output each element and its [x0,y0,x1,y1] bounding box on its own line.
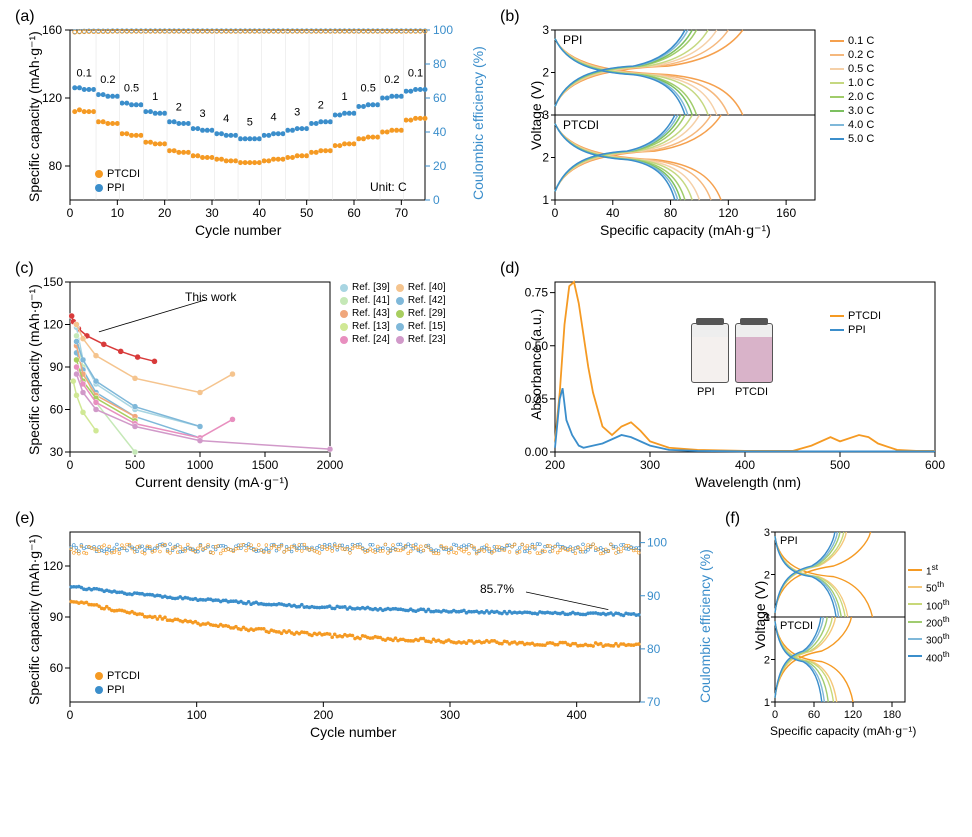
panel-f-xlabel: Specific capacity (mAh·g⁻¹) [770,724,916,738]
svg-text:1: 1 [764,697,770,709]
svg-text:2: 2 [764,570,770,582]
svg-text:180: 180 [883,709,901,721]
svg-text:3: 3 [764,527,770,539]
panel-f-chart: 060120180123PPI123PTCDI [0,0,972,770]
svg-text:PTCDI: PTCDI [780,620,813,632]
svg-text:0: 0 [772,709,778,721]
panel-f-legend: 1st50th100th200th300th400th [908,562,950,666]
svg-text:60: 60 [808,709,820,721]
panel-f-ylabel: Voltage (V) [752,581,768,650]
svg-text:PPI: PPI [780,535,798,547]
svg-text:120: 120 [844,709,862,721]
svg-text:2: 2 [764,655,770,667]
